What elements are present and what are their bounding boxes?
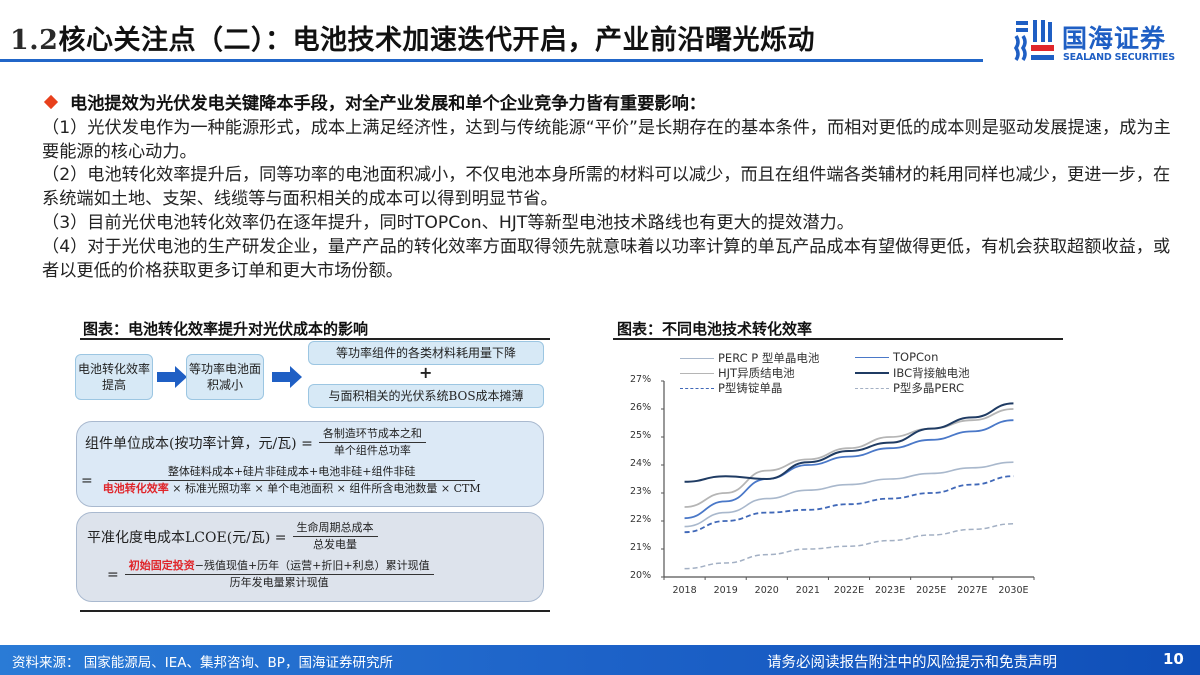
legend-label: HJT异质结电池 <box>718 366 795 380</box>
body-text: 电池提效为光伏发电关键降本手段，对全产业发展和单个企业竞争力皆有重要影响： （1… <box>42 93 1172 283</box>
x-tick-label: 2030E <box>998 585 1029 596</box>
series-line <box>684 461 1014 528</box>
highlight-initial-investment: 初始固定投资 <box>128 559 195 572</box>
highlight-efficiency: 电池转化效率 <box>102 482 169 495</box>
legend-item: P型铸锭单晶 <box>680 380 782 396</box>
chart-plot-area <box>661 380 1035 580</box>
flow-box-area-down: 等功率电池面积减小 <box>186 354 264 400</box>
x-tick-label: 2022E <box>833 585 865 596</box>
x-tick-label: 2025E <box>916 585 947 596</box>
y-tick-label: 22% <box>630 514 652 525</box>
series-line <box>684 523 1014 570</box>
left-figure-bottom-rule <box>80 610 550 612</box>
right-arrow-icon <box>272 366 302 388</box>
paragraph-1: （1）光伏发电作为一种能源形式，成本上满足经济性，达到与传统能源“平价”是长期存… <box>42 117 1171 162</box>
formula-fraction: 各制造环节成本之和 单个组件总功率 <box>318 427 426 458</box>
y-tick-label: 25% <box>630 430 652 441</box>
y-tick-label: 26% <box>630 402 652 413</box>
series-line <box>684 402 1014 483</box>
right-arrow-icon <box>157 366 187 388</box>
legend-item: TOPCon <box>855 350 938 364</box>
formula-lhs: 组件单位成本(按功率计算，元/瓦) = <box>85 435 313 452</box>
key-point-heading: 电池提效为光伏发电关键降本手段，对全产业发展和单个企业竞争力皆有重要影响： <box>42 93 1172 117</box>
formula-fraction-expanded: 整体硅料成本+硅片非硅成本+电池非硅+组件非硅 电池转化效率 × 标准光照功率 … <box>102 465 481 495</box>
page-number: 10 <box>1163 650 1184 668</box>
flow-box-efficiency-up: 电池转化效率提高 <box>75 354 153 400</box>
legend-line-icon <box>855 387 889 389</box>
lcoe-fraction-expanded: 初始固定投资−残值现值+历年（运营+折旧+利息）累计现值 历年发电量累计现值 <box>124 559 434 590</box>
x-tick-label: 2019 <box>713 585 738 596</box>
x-tick-label: 2021 <box>795 585 820 596</box>
legend-label: PERC P 型单晶电池 <box>718 351 820 365</box>
legend-label: TOPCon <box>893 350 939 364</box>
legend-label: P型多晶PERC <box>893 381 965 395</box>
legend-item: PERC P 型单晶电池 <box>680 350 819 366</box>
y-tick-label: 21% <box>630 542 652 553</box>
title-text: 核心关注点（二）：电池技术加速迭代开启，产业前沿曙光烁动 <box>58 25 815 56</box>
y-tick-label: 20% <box>630 570 652 581</box>
right-figure-title-rule <box>613 338 1063 340</box>
diamond-bullet-icon <box>43 94 59 110</box>
legend-line-icon <box>680 357 714 359</box>
legend-line-icon <box>855 356 889 358</box>
source-note: 资料来源： 国家能源局、IEA、集邦咨询、BP，国海证券研究所 <box>12 655 393 671</box>
x-tick-label: 2020 <box>754 585 779 596</box>
company-logo: 国海证券 SEALAND SECURITIES <box>1014 16 1194 66</box>
paragraph-4: （4）对于光伏电池的生产研发企业，量产产品的转化效率方面取得领先就意味着以功率计… <box>42 236 1171 281</box>
paragraph-2: （2）电池转化效率提升后，同等功率的电池面积减小，不仅电池本身所需的材料可以减少… <box>42 165 1171 210</box>
y-tick-label: 24% <box>630 458 652 469</box>
legend-line-icon <box>680 372 714 374</box>
flow-box-bos-cost: 与面积相关的光伏系统BOS成本摊薄 <box>308 384 544 408</box>
right-figure-title: 图表：不同电池技术转化效率 <box>617 320 813 338</box>
flow-box-material-down: 等功率组件的各类材料耗用量下降 <box>308 341 544 365</box>
slide-footer: 资料来源： 国家能源局、IEA、集邦咨询、BP，国海证券研究所 请务必阅读报告附… <box>0 645 1200 675</box>
paragraph-3: （3）目前光伏电池转化效率仍在逐年提升，同时TOPCon、HJT等新型电池技术路… <box>42 212 854 233</box>
y-tick-label: 23% <box>630 486 652 497</box>
key-point-text: 电池提效为光伏发电关键降本手段，对全产业发展和单个企业竞争力皆有重要影响： <box>70 94 706 114</box>
x-tick-label: 2023E <box>875 585 906 596</box>
legend-item: P型多晶PERC <box>855 380 964 396</box>
logo-chinese-name: 国海证券 <box>1062 24 1167 53</box>
plus-sign: + <box>419 363 433 382</box>
sealand-logo-icon <box>1014 20 1054 61</box>
legend-line-icon <box>680 387 714 389</box>
legend-label: IBC背接触电池 <box>893 366 970 380</box>
title-underline <box>0 59 983 62</box>
legend-line-icon <box>855 372 889 374</box>
disclaimer-note: 请务必阅读报告附注中的风险提示和免责声明 <box>767 655 1057 671</box>
y-tick-label: 27% <box>630 374 652 385</box>
series-line <box>684 419 1014 520</box>
slide-header: 1.2核心关注点（二）：电池技术加速迭代开启，产业前沿曙光烁动 国海证券 SEA… <box>0 0 1200 70</box>
legend-label: P型铸锭单晶 <box>718 381 783 395</box>
left-figure-title: 图表：电池转化效率提升对光伏成本的影响 <box>83 320 369 338</box>
lcoe-fraction: 生命周期总成本 总发电量 <box>292 521 378 552</box>
title-number: 1.2 <box>10 25 59 56</box>
left-figure-title-rule <box>80 338 550 340</box>
x-tick-label: 2018 <box>672 585 697 596</box>
lcoe-lhs: 平准化度电成本LCOE(元/瓦) = <box>87 529 287 546</box>
efficiency-line-chart: PERC P 型单晶电池 TOPCon HJT异质结电池 IBC背接触电池 P型铸锭单晶… <box>620 345 1060 605</box>
legend-item: IBC背接触电池 <box>855 365 970 381</box>
logo-english-name: SEALAND SECURITIES <box>1063 52 1175 63</box>
x-tick-label: 2027E <box>957 585 988 596</box>
series-line <box>684 408 1014 508</box>
module-cost-formula: 组件单位成本(按功率计算，元/瓦) = 各制造环节成本之和 单个组件总功率 = … <box>76 421 544 507</box>
page-title: 1.2核心关注点（二）：电池技术加速迭代开启，产业前沿曙光烁动 <box>10 18 815 57</box>
legend-item: HJT异质结电池 <box>680 365 795 381</box>
lcoe-formula: 平准化度电成本LCOE(元/瓦) = 生命周期总成本 总发电量 = 初始固定投资… <box>76 512 544 602</box>
series-line <box>684 475 1014 534</box>
